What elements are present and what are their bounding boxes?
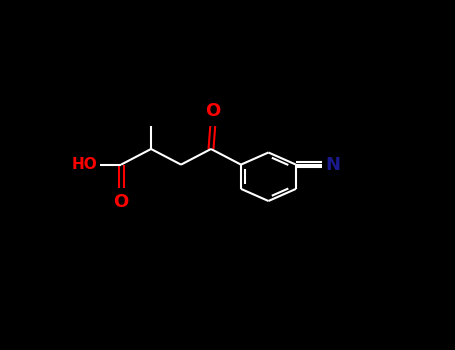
Text: HO: HO xyxy=(72,157,98,172)
Text: O: O xyxy=(205,102,220,120)
Text: N: N xyxy=(325,156,340,174)
Text: O: O xyxy=(113,194,129,211)
